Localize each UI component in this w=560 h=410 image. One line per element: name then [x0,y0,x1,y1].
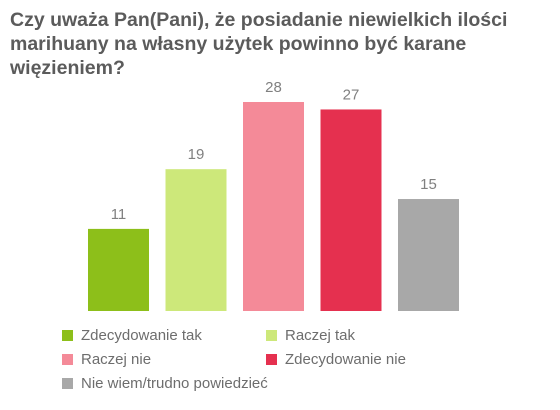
bar-4 [320,109,382,311]
data-label-4: 27 [343,86,360,103]
bar-3 [243,102,304,311]
data-label-3: 28 [265,79,282,96]
chart-title: Czy uważa Pan(Pani), że posiadanie niewi… [10,9,508,79]
data-label-2: 19 [188,146,205,163]
bar-5 [398,199,459,311]
data-label-5: 15 [420,176,437,193]
data-label-1: 11 [111,206,127,223]
bar-2 [165,169,227,311]
bar-1 [88,228,149,311]
